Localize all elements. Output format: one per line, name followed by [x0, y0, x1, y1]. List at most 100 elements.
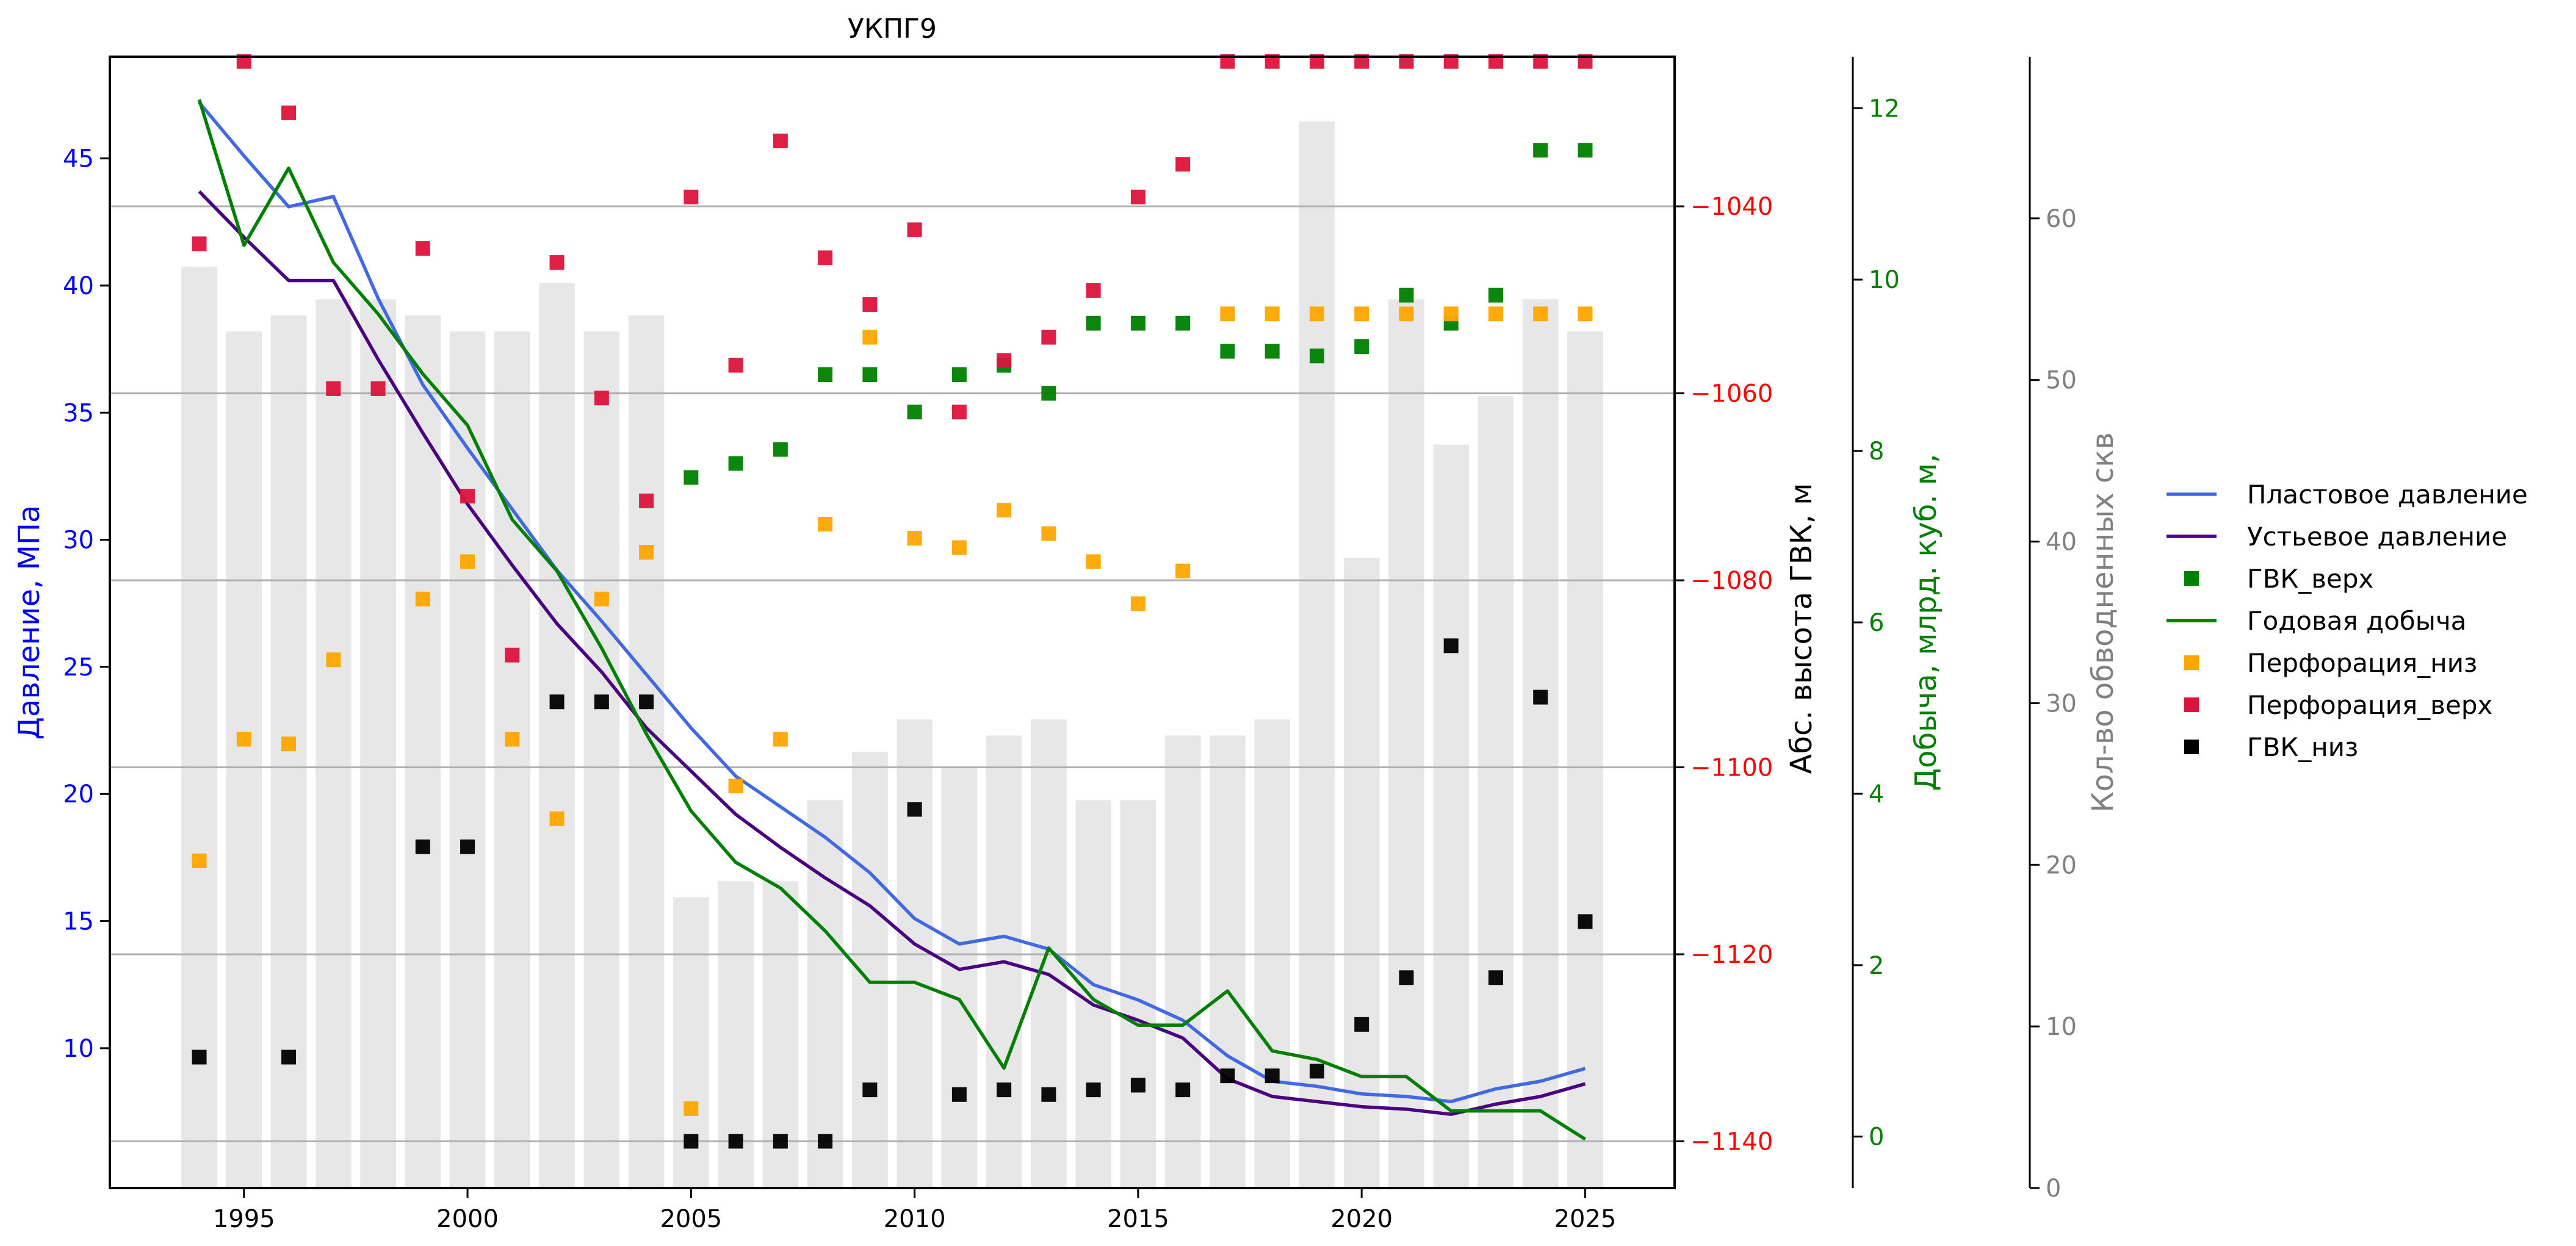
wells-tick-label: 0	[2046, 1175, 2061, 1203]
wells-tick-label: 30	[2046, 690, 2077, 718]
x-tick-label: 2000	[436, 1205, 499, 1233]
series-marker	[1309, 306, 1324, 322]
pressure-tick-label: 45	[63, 145, 94, 173]
pressure-axis: 10 15 20 25 30 35 40 45	[63, 145, 110, 1063]
x-tick-label: 2015	[1107, 1205, 1169, 1233]
series-marker	[549, 255, 565, 270]
legend-label: Пластовое давление	[2247, 480, 2528, 510]
legend-marker-swatch	[2184, 571, 2199, 586]
x-tick-label: 2010	[884, 1205, 946, 1233]
series-marker	[1265, 344, 1280, 359]
series-marker	[1399, 287, 1414, 303]
wells-bar	[1567, 331, 1603, 1189]
series-marker	[728, 456, 743, 471]
legend-label: Перфорация_низ	[2247, 648, 2477, 678]
series-marker	[326, 652, 341, 668]
series-marker	[192, 853, 207, 868]
series-marker	[951, 540, 967, 555]
series-marker	[639, 694, 654, 710]
legend-marker-swatch	[2184, 697, 2199, 712]
series-marker	[1488, 287, 1503, 303]
wells-axis-label: Кол-во обводненных скв	[2086, 432, 2120, 812]
series-marker	[773, 133, 788, 148]
series-marker	[1130, 596, 1145, 611]
series-marker	[862, 330, 878, 345]
wells-bar	[1299, 121, 1335, 1188]
series-marker	[1488, 306, 1503, 322]
wells-bar	[583, 331, 620, 1189]
series-marker	[997, 1082, 1012, 1098]
series-marker	[236, 732, 251, 747]
series-marker	[1086, 315, 1101, 331]
series-marker	[192, 1050, 207, 1065]
series-marker	[1175, 157, 1191, 172]
production-axis: 0 2 4 6 8 10 12	[1852, 57, 1900, 1188]
series-marker	[1309, 1064, 1324, 1079]
gvk-tick-label: −1040	[1690, 193, 1773, 221]
series-marker	[505, 732, 520, 747]
series-marker	[1399, 970, 1414, 985]
series-marker	[951, 367, 967, 382]
wells-bar	[405, 315, 441, 1188]
gvk-tick-label: −1140	[1690, 1128, 1773, 1156]
gvk-axis: −1040 −1060 −1080 −1100 −1120 −1140	[1675, 193, 1773, 1156]
series-marker	[773, 442, 788, 457]
legend-marker-swatch	[2184, 740, 2199, 754]
series-marker	[1578, 306, 1593, 322]
gvk-tick-label: −1080	[1690, 567, 1773, 595]
gvk-tick-label: −1120	[1690, 941, 1773, 969]
series-marker	[1041, 330, 1056, 345]
wells-bar	[1433, 444, 1470, 1188]
series-marker	[862, 1082, 878, 1098]
series-marker	[907, 405, 922, 420]
series-marker	[1175, 563, 1191, 578]
x-axis: 1995 2000 2005 2010 2015 2020 2025	[213, 1188, 1617, 1233]
series-marker	[1220, 1068, 1235, 1084]
production-tick-label: 0	[1869, 1123, 1884, 1151]
series-marker	[1086, 1082, 1101, 1098]
pressure-tick-label: 15	[63, 908, 94, 936]
wells-bar	[807, 800, 843, 1188]
x-tick-label: 2005	[660, 1205, 722, 1233]
series-marker	[1533, 690, 1548, 705]
series-marker	[1041, 526, 1056, 541]
plot-frame	[109, 56, 1676, 1189]
legend-label: ГВК_низ	[2247, 732, 2358, 762]
production-tick-label: 4	[1869, 780, 1884, 808]
series-marker	[684, 1101, 699, 1116]
series-marker	[415, 839, 430, 854]
gvk-axis-label: Абс. высота ГВК, м	[1784, 483, 1819, 774]
wells-tick-label: 50	[2046, 367, 2077, 395]
series-marker	[907, 222, 922, 237]
series-marker	[862, 297, 878, 312]
series-marker	[862, 367, 878, 382]
wells-bar	[1522, 299, 1559, 1189]
series-marker	[684, 470, 699, 485]
series-marker	[1130, 315, 1145, 331]
pressure-tick-label: 35	[63, 399, 94, 427]
wells-bar	[494, 331, 530, 1189]
series-marker	[728, 358, 743, 373]
wells-bars	[181, 121, 1603, 1189]
series-marker	[818, 517, 833, 532]
legend-marker-swatch	[2184, 655, 2199, 670]
series-marker	[549, 811, 565, 826]
gvk-tick-label: −1060	[1690, 380, 1773, 408]
series-marker	[594, 391, 609, 406]
series-marker	[415, 591, 430, 607]
series-marker	[1443, 638, 1459, 654]
series-marker	[192, 236, 207, 251]
wells-bar	[360, 299, 396, 1189]
wells-bar	[181, 267, 217, 1188]
wells-bar	[1210, 735, 1246, 1188]
series-marker	[460, 839, 475, 854]
series-marker	[460, 554, 475, 569]
series-marker	[1175, 1082, 1191, 1098]
wells-bar	[1388, 299, 1424, 1189]
series-line	[197, 99, 1586, 1141]
x-tick-label: 2025	[1554, 1205, 1617, 1233]
series-marker	[281, 1050, 297, 1065]
series-lines	[197, 99, 1586, 1141]
pressure-tick-label: 30	[63, 527, 94, 555]
wells-bar	[449, 331, 486, 1189]
